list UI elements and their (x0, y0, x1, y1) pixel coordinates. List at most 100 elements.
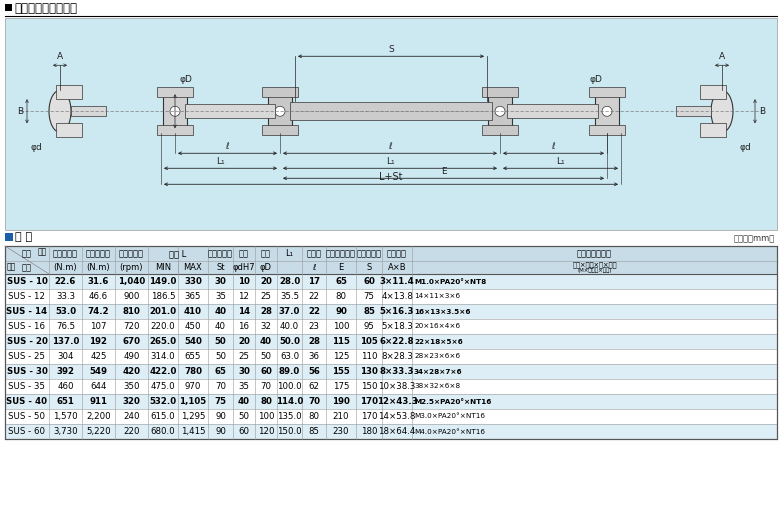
Text: 720: 720 (124, 322, 140, 331)
Bar (5, 409, 777, 424)
Bar (262, 87, 298, 97)
Text: 62: 62 (309, 382, 320, 391)
Text: E: E (441, 167, 447, 176)
Text: 490: 490 (124, 352, 140, 361)
Text: 186.5: 186.5 (151, 292, 175, 301)
Text: キー寸法: キー寸法 (387, 249, 407, 258)
Text: 50: 50 (260, 352, 271, 361)
Text: 85: 85 (309, 427, 320, 436)
Text: 615.0: 615.0 (151, 412, 175, 421)
Text: 135.0: 135.0 (277, 412, 302, 421)
Text: (rpm): (rpm) (120, 263, 143, 272)
Text: 14×53.8: 14×53.8 (378, 412, 416, 421)
Text: 5×16.3: 5×16.3 (380, 307, 414, 316)
Text: 114.0: 114.0 (276, 397, 303, 406)
Text: 320: 320 (123, 397, 141, 406)
Text: 図面・製品仕様表組: 図面・製品仕様表組 (14, 2, 77, 15)
Text: ロングヨーク: ロングヨーク (326, 249, 356, 258)
Text: φD: φD (180, 75, 193, 84)
Text: 90: 90 (215, 412, 226, 421)
Text: 392: 392 (56, 367, 74, 376)
Text: 460: 460 (57, 382, 74, 391)
Text: 40: 40 (215, 322, 226, 331)
Text: 100: 100 (333, 322, 350, 331)
Text: SUS - 30: SUS - 30 (6, 367, 48, 376)
Text: 89.0: 89.0 (279, 367, 300, 376)
Text: L₁: L₁ (285, 249, 293, 258)
Text: E: E (339, 263, 343, 272)
Text: (M×圧力角×歯数): (M×圧力角×歯数) (577, 267, 612, 273)
Text: 95: 95 (364, 322, 375, 331)
Text: 85: 85 (363, 307, 375, 316)
Text: 410: 410 (184, 307, 202, 316)
Text: 2,200: 2,200 (86, 412, 111, 421)
Bar (595, 91, 619, 131)
Bar (488, 91, 512, 131)
Text: 28×23×6×6: 28×23×6×6 (414, 354, 460, 360)
Text: 644: 644 (90, 382, 107, 391)
Text: B: B (17, 107, 23, 116)
Text: 230: 230 (333, 427, 350, 436)
Text: 5×18.3: 5×18.3 (381, 322, 413, 331)
Text: 80: 80 (260, 397, 272, 406)
Text: 16×13×3.5×6: 16×13×3.5×6 (414, 308, 471, 314)
Bar (676, 106, 711, 116)
Text: 330: 330 (184, 277, 202, 286)
Text: 170: 170 (361, 412, 377, 421)
Text: 22: 22 (308, 307, 320, 316)
Text: 8×28.3: 8×28.3 (381, 352, 413, 361)
Bar (71, 106, 106, 116)
Text: 670: 670 (123, 337, 141, 346)
Text: 最大トルク: 最大トルク (86, 249, 111, 258)
Bar (700, 85, 726, 99)
Bar (56, 123, 82, 137)
Text: 記号: 記号 (22, 249, 32, 258)
Text: 12: 12 (239, 292, 249, 301)
Text: 680.0: 680.0 (151, 427, 175, 436)
Text: 40: 40 (238, 397, 250, 406)
Text: 型式: 型式 (22, 263, 32, 272)
Text: 56: 56 (308, 367, 320, 376)
Text: 76.5: 76.5 (56, 322, 75, 331)
Text: 仕 様: 仕 様 (15, 232, 32, 242)
Text: φD: φD (260, 263, 272, 272)
Text: 137.0: 137.0 (52, 337, 79, 346)
Bar (5, 349, 777, 364)
Text: 240: 240 (124, 412, 140, 421)
Bar (5, 233, 13, 241)
Text: 60: 60 (363, 277, 375, 286)
Text: 28.0: 28.0 (279, 277, 300, 286)
Bar (5, 424, 777, 439)
Bar (157, 87, 193, 97)
Text: 314.0: 314.0 (151, 352, 175, 361)
Text: 50: 50 (239, 412, 249, 421)
Text: 33.3: 33.3 (56, 292, 75, 301)
Text: 型式: 型式 (7, 262, 16, 271)
Bar (5, 379, 777, 394)
Text: 10: 10 (238, 277, 250, 286)
Text: 150.0: 150.0 (277, 427, 302, 436)
Text: 35.5: 35.5 (280, 292, 299, 301)
Text: 74.2: 74.2 (88, 307, 109, 316)
Text: 60: 60 (260, 367, 272, 376)
Text: 120: 120 (258, 427, 274, 436)
Text: 30: 30 (238, 367, 250, 376)
Text: 80: 80 (309, 412, 320, 421)
Text: 32: 32 (260, 322, 271, 331)
Circle shape (495, 106, 505, 116)
Text: 150: 150 (361, 382, 377, 391)
Text: MAX: MAX (184, 263, 203, 272)
Text: SUS - 20: SUS - 20 (6, 337, 48, 346)
Text: SUS - 25: SUS - 25 (9, 352, 45, 361)
Text: SUS - 16: SUS - 16 (9, 322, 45, 331)
Text: 37.0: 37.0 (279, 307, 300, 316)
Text: 70: 70 (308, 397, 320, 406)
Text: 170: 170 (360, 397, 378, 406)
Bar (5, 334, 777, 349)
Text: M3.0×PA20°×NT16: M3.0×PA20°×NT16 (414, 414, 485, 420)
Text: 70: 70 (215, 382, 226, 391)
Text: (N.m): (N.m) (54, 263, 77, 272)
Text: 16: 16 (239, 322, 249, 331)
Text: 38×32×6×8: 38×32×6×8 (414, 384, 460, 390)
Circle shape (275, 106, 285, 116)
